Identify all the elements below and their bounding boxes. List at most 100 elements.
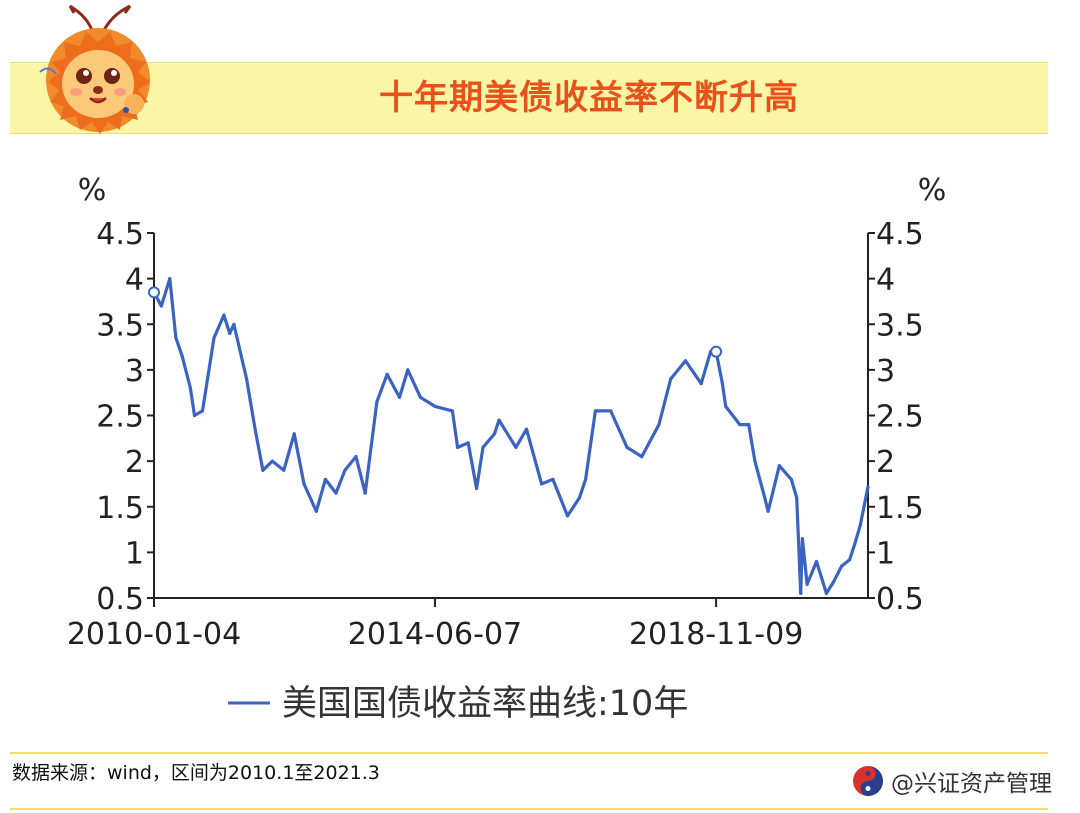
data-point xyxy=(720,382,725,386)
data-point xyxy=(824,591,829,596)
data-point xyxy=(188,386,192,390)
x-tick-label: 2010-01-04 xyxy=(67,617,241,652)
data-point xyxy=(323,477,327,481)
series-group xyxy=(148,277,870,596)
data-point xyxy=(228,331,232,335)
data-point xyxy=(270,459,274,463)
data-point xyxy=(551,477,555,481)
data-point xyxy=(354,455,358,459)
data-point xyxy=(192,413,197,418)
right-y-tick-label: 3 xyxy=(876,354,895,389)
x-ticks: 2010-01-04 2014-06-07 2018-11-09 xyxy=(67,598,803,652)
data-point xyxy=(334,491,338,495)
data-point xyxy=(385,372,389,376)
data-point xyxy=(789,477,793,481)
data-point xyxy=(245,377,249,381)
x-tick-label: 2018-11-09 xyxy=(629,617,803,652)
left-y-tick-label: 4.5 xyxy=(96,217,144,252)
data-point xyxy=(577,496,582,500)
right-y-ticks: 4.5 4 3.5 3 2.5 2 1.5 1 0.5 xyxy=(868,217,924,617)
data-point xyxy=(625,445,629,449)
data-point xyxy=(232,322,236,326)
data-point xyxy=(418,395,422,399)
data-point xyxy=(640,455,644,459)
right-y-tick-label: 2.5 xyxy=(876,400,924,435)
data-point xyxy=(433,404,437,408)
chart-axes xyxy=(153,233,869,599)
left-y-tick-label: 0.5 xyxy=(96,582,144,617)
data-point xyxy=(669,377,673,381)
page-title: 十年期美债收益率不断升高 xyxy=(379,78,799,118)
data-point xyxy=(609,409,613,413)
title-band: 十年期美债收益率不断升高 xyxy=(10,62,1048,134)
data-point xyxy=(292,432,296,436)
data-point xyxy=(168,277,172,281)
data-point xyxy=(200,409,205,413)
data-point xyxy=(858,523,862,527)
data-point xyxy=(799,591,803,596)
brand-logo-icon xyxy=(853,766,883,796)
data-point xyxy=(314,509,318,513)
series-line-10y xyxy=(152,277,870,596)
data-point xyxy=(565,514,570,518)
data-point xyxy=(840,564,844,568)
legend-label-10y: 美国国债收益率曲线:10年 xyxy=(282,684,688,724)
right-y-tick-label: 4 xyxy=(876,263,895,298)
data-point xyxy=(212,336,216,340)
legend: 美国国债收益率曲线:10年 xyxy=(228,684,688,724)
data-point xyxy=(753,459,757,463)
data-point xyxy=(866,485,870,489)
left-y-ticks: 4.5 4 3.5 3 2.5 2 1.5 1 0.5 xyxy=(96,217,154,617)
data-point xyxy=(848,558,852,562)
left-y-tick-label: 1.5 xyxy=(96,491,144,526)
left-y-tick-label: 4 xyxy=(125,263,144,298)
data-point xyxy=(450,409,454,413)
data-point xyxy=(805,582,809,586)
x-tick-label: 2014-06-07 xyxy=(348,617,522,652)
left-y-tick-label: 1 xyxy=(125,536,144,571)
data-point xyxy=(302,482,306,486)
data-point xyxy=(800,537,805,541)
footer-divider-top xyxy=(10,752,1048,754)
data-point xyxy=(593,409,598,413)
data-point xyxy=(363,491,367,495)
data-point xyxy=(584,477,588,481)
data-point xyxy=(657,423,661,427)
data-point xyxy=(524,427,529,431)
right-y-tick-label: 2 xyxy=(876,445,895,480)
data-point xyxy=(475,486,479,491)
data-point xyxy=(795,496,799,500)
data-point xyxy=(282,468,286,472)
data-point xyxy=(699,382,703,386)
left-y-tick-label: 3.5 xyxy=(96,308,144,343)
data-point xyxy=(174,336,178,340)
data-point xyxy=(738,423,742,427)
right-y-tick-label: 1.5 xyxy=(876,491,924,526)
source-note: 数据来源：wind，区间为2010.1至2021.3 xyxy=(12,762,380,784)
data-point xyxy=(497,418,501,422)
footer-divider-bottom xyxy=(10,808,1048,810)
data-point xyxy=(814,559,819,564)
data-point xyxy=(777,464,781,468)
data-point xyxy=(683,359,688,363)
yield-line-chart: % % 4.5 4 3.5 3 2.5 2 1.5 1 0.5 4.5 4 3.5 3 2.5 2 1.5 1… xyxy=(67,173,947,724)
data-point xyxy=(261,468,265,472)
data-point xyxy=(492,432,497,436)
right-y-tick-label: 0.5 xyxy=(876,582,924,617)
data-point xyxy=(159,304,163,308)
data-point xyxy=(253,427,257,431)
data-point xyxy=(343,468,347,472)
start-marker xyxy=(148,286,160,299)
left-y-tick-label: 3 xyxy=(125,354,144,389)
data-point xyxy=(540,482,544,486)
lion-mascot-icon xyxy=(39,4,150,134)
data-point xyxy=(853,541,857,545)
data-point xyxy=(724,404,728,408)
data-point xyxy=(180,354,184,358)
right-axis-unit: % xyxy=(918,173,947,208)
right-y-tick-label: 4.5 xyxy=(876,217,924,252)
data-point xyxy=(763,496,767,500)
data-point xyxy=(222,313,226,317)
data-point xyxy=(375,400,379,404)
left-y-tick-label: 2 xyxy=(125,445,144,480)
